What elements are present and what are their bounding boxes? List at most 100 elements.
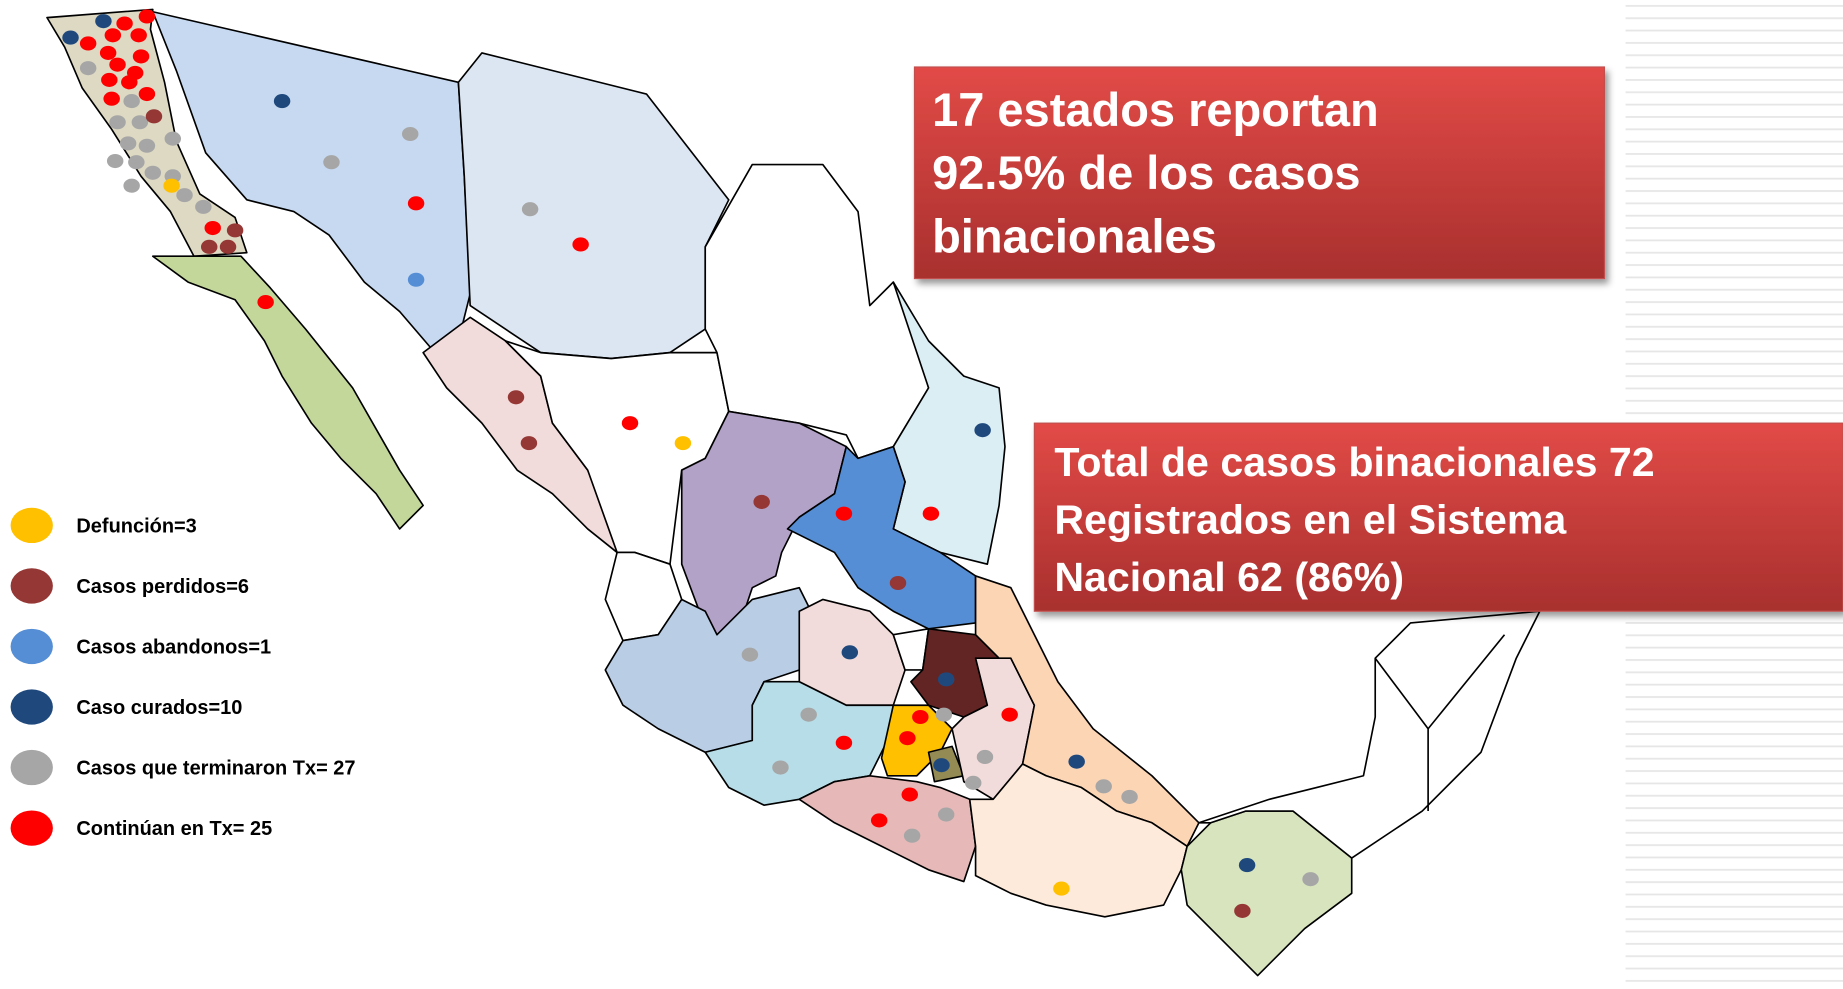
case-dot [974,423,991,438]
state-border [1427,634,1506,730]
callout-text: Registrados en el Sistema [1054,497,1567,543]
case-dot [257,295,274,310]
case-dot [138,9,156,24]
case-dot [912,709,929,725]
callout-text: Nacional 62 (86%) [1054,554,1404,600]
case-dot [200,239,218,254]
state [892,281,1006,566]
case-dot [164,131,182,146]
case-dot [138,86,156,102]
case-dot [1001,707,1018,722]
case-dot [1121,789,1138,804]
callout-text: binacionales [932,210,1217,263]
case-dot [1302,872,1319,887]
case-dot [99,45,117,60]
case-dot [130,28,147,43]
callout-box [1033,422,1843,612]
case-dot [899,731,916,746]
map [46,8,1541,977]
case-dot [521,202,539,217]
case-dot [901,787,918,802]
callout-text: Total de casos binacionales 72 [1054,439,1654,485]
case-dot [219,239,237,254]
case-dot [507,390,525,405]
legend-swatch [10,507,53,544]
case-dot [741,647,759,662]
callout-text: 17 estados reportan [932,83,1379,136]
case-dot [145,109,163,124]
case-dot [109,115,126,130]
state [798,774,977,883]
callout-text: 92.5% de los casos [932,146,1360,199]
legend: Defunción=3 Casos perdidos=6 Casos abandon… [10,507,356,846]
state [1198,610,1541,859]
case-dot [976,749,994,765]
case-dot [62,30,79,45]
case-dot [889,575,907,591]
case-dot [116,16,133,31]
case-dots [62,9,1319,918]
case-dot [1068,754,1085,769]
legend-swatch [10,628,53,665]
case-dot [138,138,156,153]
case-dot [132,49,150,64]
case-dot [123,178,140,193]
case-dot [933,758,950,773]
case-dot [109,57,126,72]
state [457,52,730,360]
case-dot [407,196,425,211]
case-dot [95,14,112,29]
case-dot [106,153,124,169]
legend-swatch [10,568,53,604]
case-dot [841,645,859,660]
case-dot [772,760,789,775]
callouts: 17 estados reportan 92.5% de los casos bin… [913,66,1843,612]
legend-swatch [10,810,53,846]
case-dot [1053,881,1070,896]
legend-label: Continúan en Tx= 25 [76,818,272,840]
case-dot [674,436,692,451]
case-dot [119,136,137,151]
case-dot [131,115,149,130]
legend-label: Defunción=3 [76,515,196,537]
case-dot [204,220,221,236]
case-dot [870,813,888,828]
case-dot [937,672,955,687]
legend-label: Casos que terminaron Tx= 27 [76,758,355,780]
case-dot [835,506,853,521]
case-dot [121,75,138,90]
case-dot [123,94,140,109]
case-dot [79,61,97,76]
case-dot [835,735,853,750]
legend-swatch [10,749,53,786]
legend-label: Casos abandonos=1 [76,637,271,659]
case-dot [401,126,419,142]
case-dot [1234,903,1251,918]
case-dot [407,272,425,287]
case-dot [922,506,940,521]
case-dot [965,775,982,790]
case-dot [79,36,97,51]
case-dot [163,178,180,193]
case-dot [753,494,770,509]
case-dot [903,828,921,843]
case-dot [176,188,193,203]
case-dot [935,707,953,722]
legend-swatch [10,689,53,725]
case-dot [1238,858,1256,873]
case-dot [128,155,145,170]
case-dot [103,91,120,106]
legend-label: Caso curados=10 [76,697,242,719]
callout-box [913,66,1606,280]
state [46,8,248,258]
case-dot [101,72,118,87]
case-dot [226,223,244,238]
case-dot [1095,779,1112,794]
case-dot [273,94,291,109]
legend-label: Casos perdidos=6 [76,576,249,598]
case-dot [323,155,340,170]
case-dot [104,28,122,43]
case-dot [195,199,212,214]
